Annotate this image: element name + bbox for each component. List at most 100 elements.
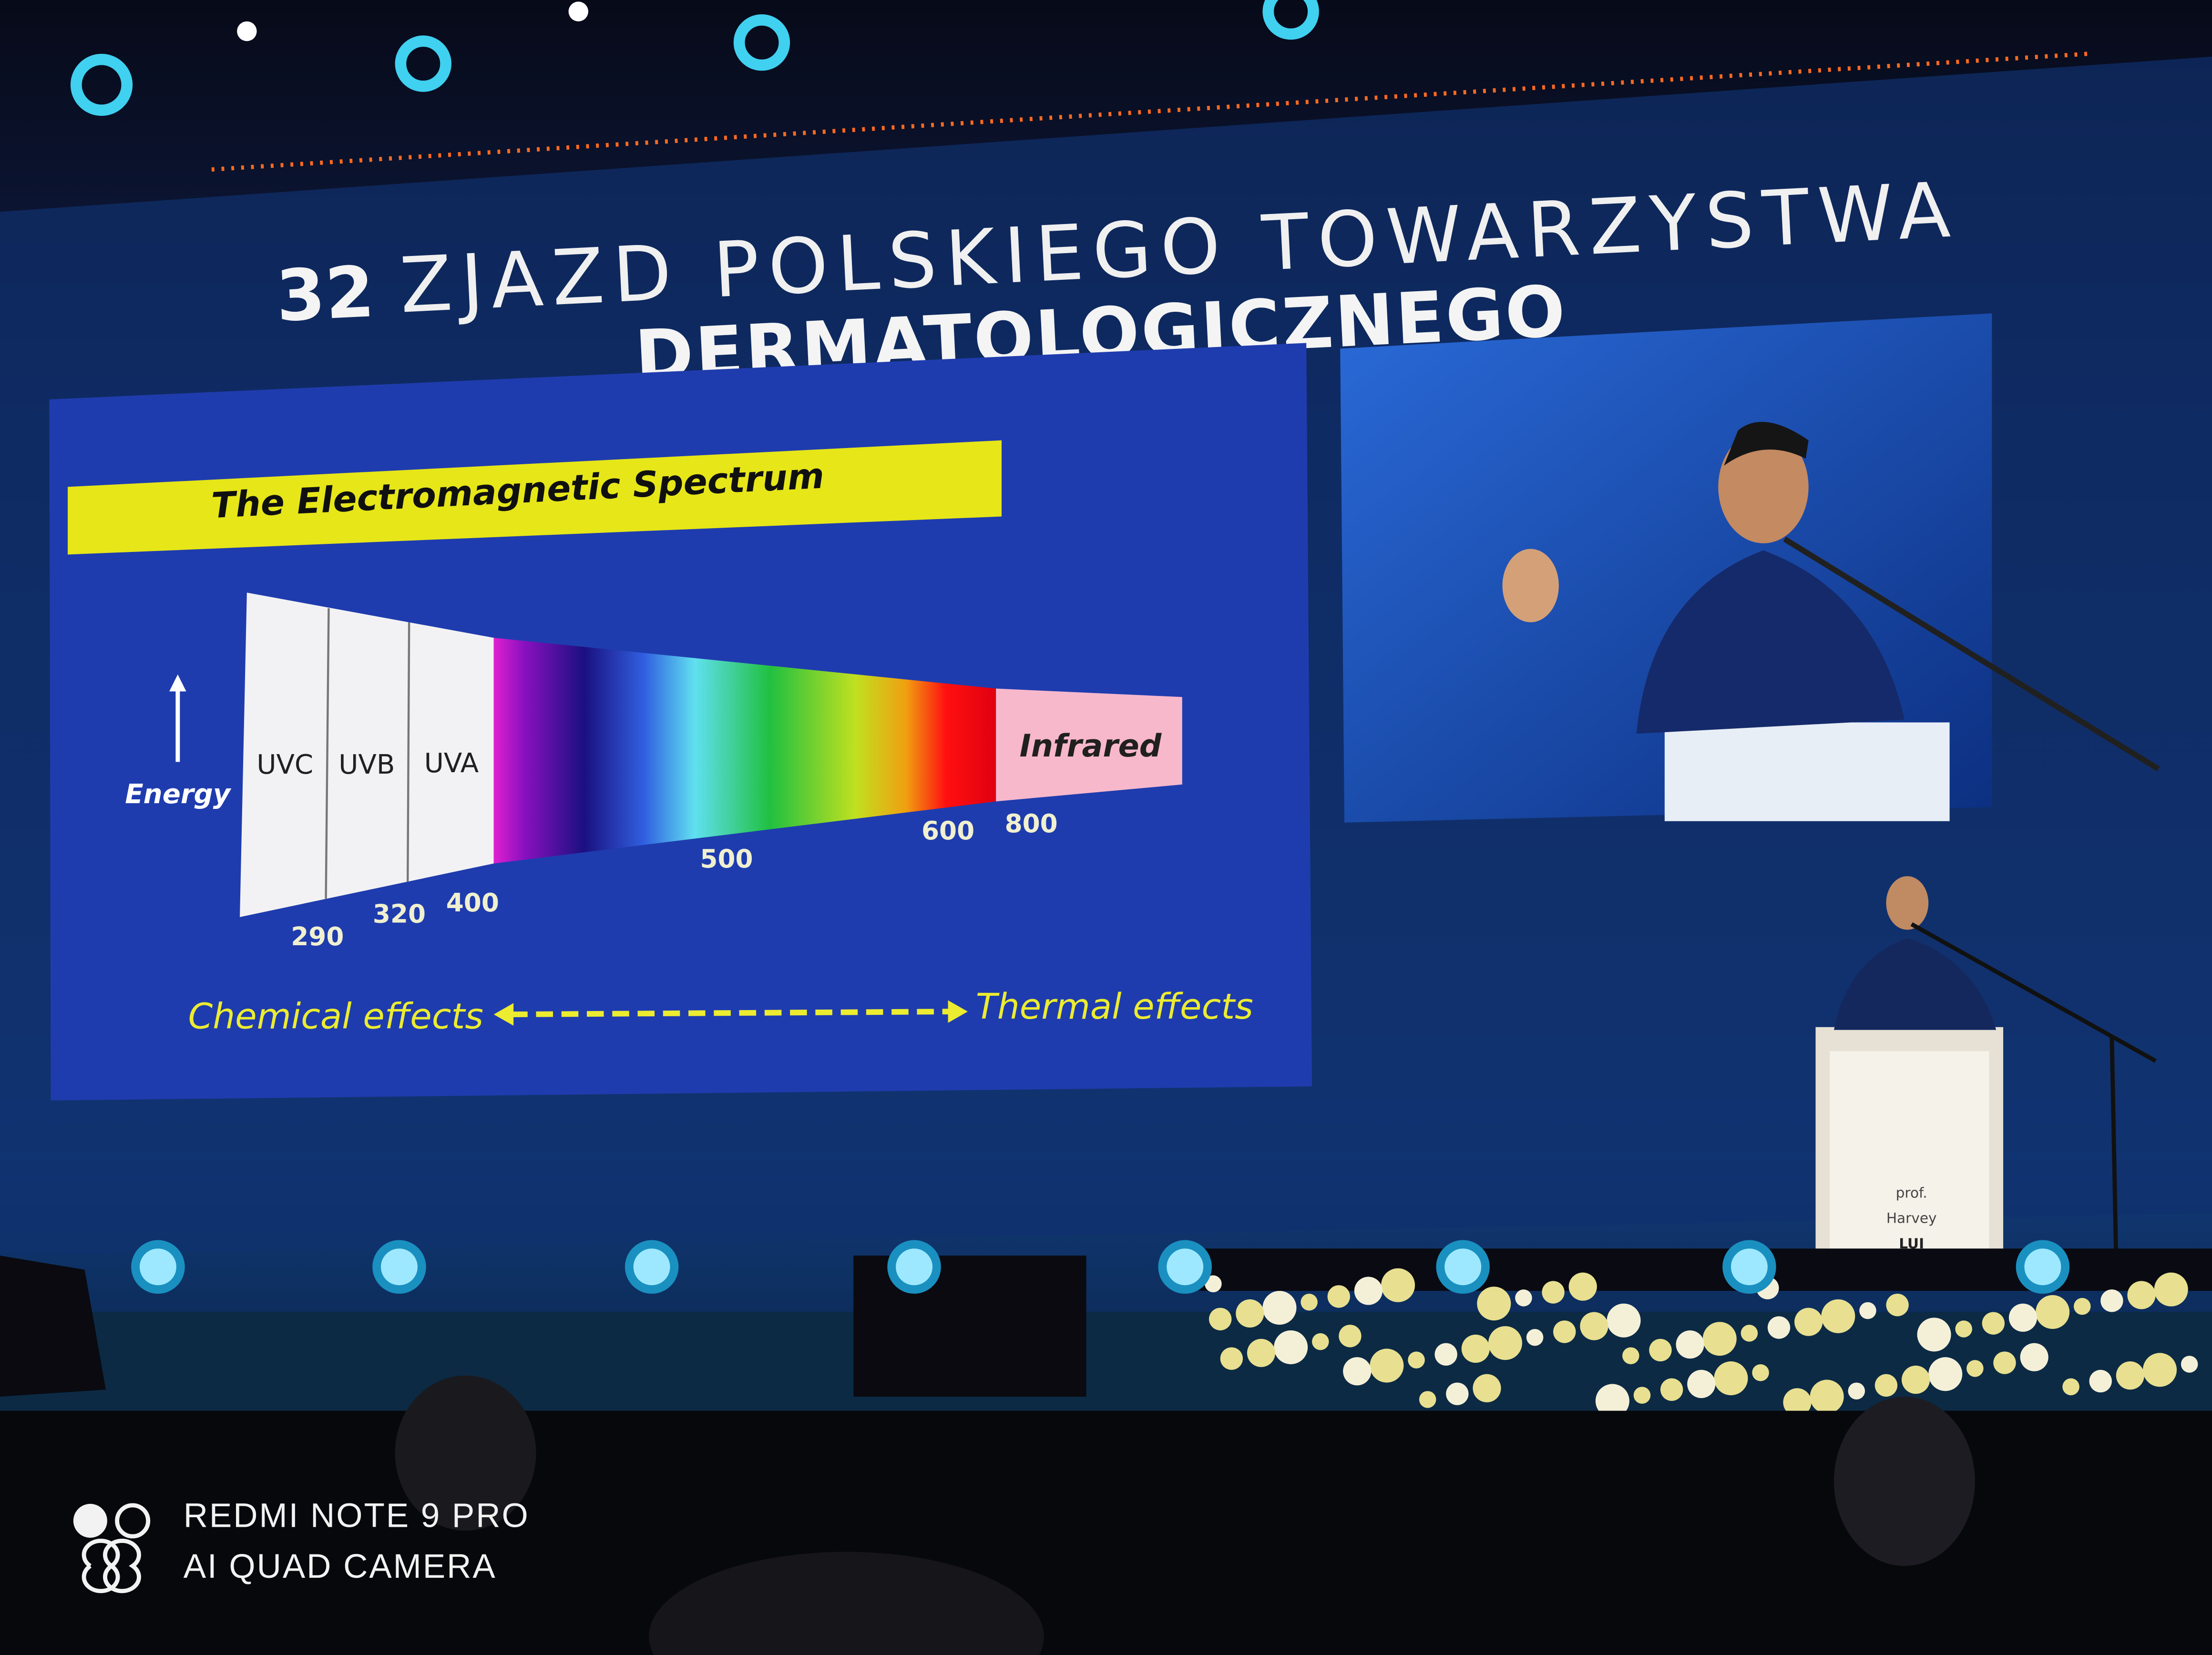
flower — [1993, 1351, 2016, 1374]
flower — [1220, 1347, 1243, 1370]
stage-floor — [0, 1312, 2212, 1411]
flower — [2116, 1361, 2144, 1390]
flower — [1622, 1347, 1639, 1364]
flower — [1702, 1322, 1737, 1356]
banner-number: 32 — [274, 251, 376, 337]
flower — [2089, 1369, 2112, 1393]
audience-head — [649, 1552, 1044, 1655]
wavelength: 320 — [373, 899, 426, 929]
flower — [1966, 1360, 1984, 1377]
energy-arrow-head — [169, 674, 186, 692]
wavelength: 400 — [446, 888, 499, 918]
mic-stand — [1910, 922, 2157, 1063]
axis-label: Energy — [125, 779, 232, 810]
flower — [1339, 1325, 1362, 1348]
video-speaker-hair — [1724, 421, 1809, 466]
led-strip — [211, 51, 2088, 172]
flower — [1752, 1364, 1769, 1381]
video-panel — [1340, 313, 2160, 823]
flower — [1301, 1294, 1318, 1311]
flower — [1660, 1378, 1683, 1401]
visible-spectrum — [493, 637, 996, 864]
flower — [2036, 1295, 2070, 1329]
flower — [1461, 1334, 1490, 1363]
flower — [1553, 1320, 1576, 1343]
effect-arrow-head — [493, 1003, 514, 1026]
flower — [1649, 1338, 1672, 1362]
flower — [1859, 1302, 1876, 1319]
stage-light — [887, 1240, 941, 1294]
flower — [2100, 1289, 2123, 1312]
audience-head — [1833, 1397, 1975, 1566]
ceiling-lights — [70, 0, 1319, 116]
stage-light — [1436, 1240, 1490, 1294]
audience-head — [395, 1375, 536, 1531]
stage-light — [625, 1240, 679, 1294]
flower — [2127, 1281, 2156, 1309]
flower — [2143, 1353, 2177, 1387]
flower — [1274, 1330, 1308, 1364]
flower — [2020, 1343, 2048, 1371]
stage: prof. Harvey LUI — [0, 876, 2212, 1418]
flower — [1676, 1330, 1704, 1359]
logo-ring — [115, 1503, 151, 1539]
podium-text: Harvey — [1886, 1210, 1937, 1226]
wavelength: 500 — [700, 844, 753, 874]
flower — [1419, 1391, 1436, 1408]
logo-dot — [73, 1503, 107, 1538]
light — [395, 35, 451, 92]
flower — [1488, 1326, 1522, 1360]
video-podium — [1664, 722, 1950, 821]
flower — [1783, 1388, 1812, 1417]
stage-speaker — [0, 1256, 106, 1397]
stage-light — [1722, 1240, 1776, 1294]
effect-label: Thermal effects — [976, 986, 1253, 1027]
flower — [1370, 1349, 1404, 1383]
flower — [1327, 1285, 1350, 1308]
flower — [1526, 1328, 1544, 1346]
effect-arrow — [511, 1009, 948, 1018]
flower — [1446, 1382, 1469, 1405]
flower — [1236, 1299, 1264, 1328]
watermark-line2: AI QUAD CAMERA — [184, 1548, 497, 1585]
flower — [1247, 1338, 1276, 1367]
wavelength: 290 — [291, 922, 344, 951]
flower — [1473, 1374, 1501, 1402]
flower — [1434, 1343, 1457, 1366]
light — [1262, 0, 1319, 40]
flower — [1741, 1325, 1758, 1342]
flower — [1381, 1268, 1415, 1302]
stage-light — [1158, 1240, 1212, 1294]
band-label: UVC — [256, 749, 313, 780]
flower — [1874, 1374, 1898, 1397]
flowers — [1205, 1268, 2198, 1418]
speaker-body — [1833, 938, 1997, 1030]
infrared-region — [996, 688, 1182, 802]
flower — [1262, 1291, 1297, 1325]
uv-region — [240, 593, 494, 917]
stage-light — [2016, 1240, 2070, 1294]
stage-light — [131, 1240, 185, 1294]
flower — [1354, 1277, 1382, 1305]
light — [568, 1, 588, 21]
flower — [1595, 1384, 1629, 1418]
podium-text: prof. — [1896, 1185, 1927, 1201]
flower — [1955, 1320, 1972, 1338]
title-bar — [68, 440, 1002, 555]
flower — [1917, 1318, 1951, 1352]
flower — [1312, 1333, 1329, 1350]
video-speaker-head — [1718, 430, 1809, 543]
watermark: REDMI NOTE 9 PRO AI QUAD CAMERA — [73, 1497, 528, 1594]
light — [237, 21, 257, 41]
flower — [1477, 1287, 1511, 1321]
flower — [1767, 1316, 1791, 1339]
video-mic-stand — [1783, 536, 2160, 772]
band-label: UVB — [338, 749, 395, 780]
video-speaker-hand — [1502, 549, 1559, 623]
effect-arrow-head — [948, 1000, 968, 1023]
flower — [1794, 1308, 1823, 1336]
wavelength: 600 — [922, 816, 974, 846]
light — [70, 53, 133, 116]
effect-label: Chemical effects — [188, 996, 483, 1037]
